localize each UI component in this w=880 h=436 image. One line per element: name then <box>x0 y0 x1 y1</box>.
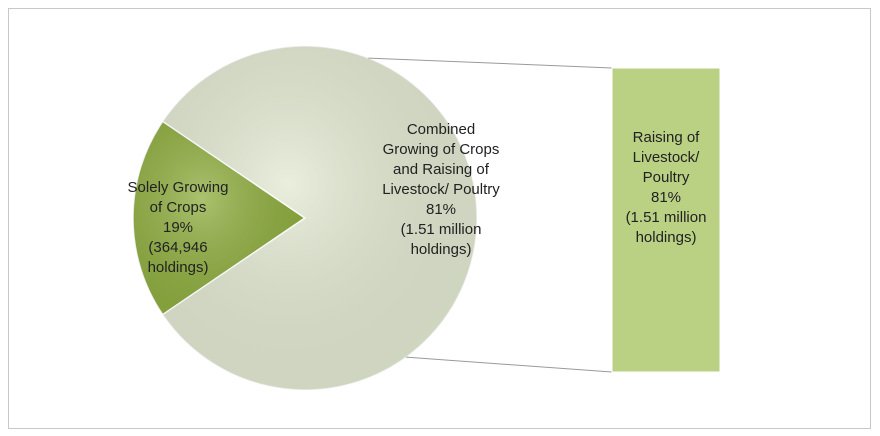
slice-name: Combined Growing of Crops and Raising of… <box>382 121 500 198</box>
breakout-value: 81% <box>650 189 682 206</box>
slice-value: 19% <box>162 219 194 236</box>
chart-border <box>8 8 871 429</box>
slice-shade <box>133 121 305 315</box>
connector-line <box>368 57 613 69</box>
slice-value: 81% <box>425 201 457 218</box>
slice-detail: (1.51 million holdings) <box>400 221 482 258</box>
slice-label: Combined Growing of Crops and Raising of… <box>378 120 504 260</box>
breakout-bar <box>611 67 721 373</box>
slice-shade <box>162 45 478 390</box>
connector-line <box>406 356 613 373</box>
breakout-label: Raising of Livestock/ Poultry 81% (1.51 … <box>624 128 708 248</box>
slice-detail: (364,946 holdings) <box>147 239 209 276</box>
breakout-name: Raising of Livestock/ Poultry <box>632 129 700 186</box>
slice-name: Solely Growing of Crops <box>127 179 229 216</box>
breakout-detail: (1.51 million holdings) <box>625 209 707 246</box>
slice-label: Solely Growing of Crops 19% (364,946 hol… <box>122 178 234 278</box>
